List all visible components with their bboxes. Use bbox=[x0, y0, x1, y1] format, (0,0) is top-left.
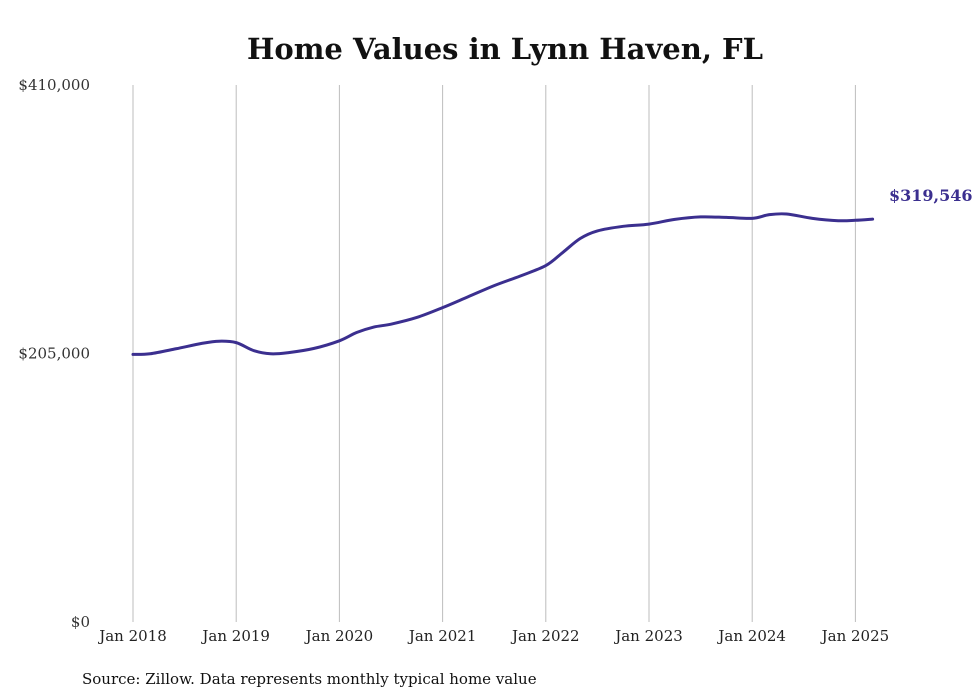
x-tick-label: Jan 2021 bbox=[407, 627, 477, 645]
y-axis: $0 $205,000 $410,000 bbox=[18, 76, 90, 631]
series-layer bbox=[131, 212, 875, 356]
x-tick-label: Jan 2020 bbox=[304, 627, 374, 645]
source-note: Source: Zillow. Data represents monthly … bbox=[82, 670, 537, 688]
chart-title: Home Values in Lynn Haven, FL bbox=[247, 32, 763, 66]
x-tick-label: Jan 2022 bbox=[510, 627, 580, 645]
home-value-line bbox=[131, 212, 875, 356]
x-tick-label: Jan 2025 bbox=[820, 627, 890, 645]
y-tick-label: $205,000 bbox=[18, 345, 90, 363]
x-tick-label: Jan 2024 bbox=[716, 627, 786, 645]
x-tick-label: Jan 2023 bbox=[613, 627, 683, 645]
y-tick-label: $410,000 bbox=[18, 76, 90, 94]
gridlines bbox=[132, 85, 856, 622]
end-value-label: $319,546 bbox=[889, 186, 973, 205]
x-tick-label: Jan 2018 bbox=[97, 627, 167, 645]
y-tick-label: $0 bbox=[71, 613, 90, 631]
x-axis: Jan 2018 Jan 2019 Jan 2020 Jan 2021 Jan 2022… bbox=[97, 627, 889, 645]
x-tick-label: Jan 2019 bbox=[200, 627, 270, 645]
